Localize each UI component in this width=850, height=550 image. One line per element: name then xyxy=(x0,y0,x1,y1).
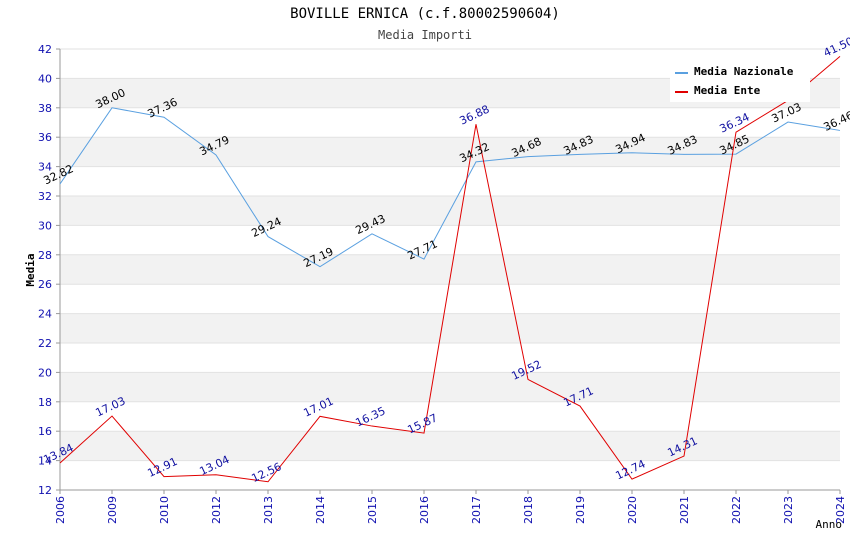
data-label-media-ente: 13.84 xyxy=(41,441,75,466)
data-label-media-ente: 41.50 xyxy=(821,35,850,60)
legend-box xyxy=(670,60,810,102)
y-tick-label: 38 xyxy=(38,102,52,115)
x-tick-label: 2015 xyxy=(366,496,379,524)
series-lines xyxy=(59,55,841,483)
y-tick-label: 32 xyxy=(38,190,52,203)
x-axis-label: Anno xyxy=(816,518,843,531)
y-tick-labels: 12 14 16 18 20 22 24 26 28 30 32 34 36 38 40 42 xyxy=(38,43,52,497)
x-tick-label: 2009 xyxy=(106,496,119,524)
y-tick-label: 18 xyxy=(38,396,52,409)
x-tick-label: 2022 xyxy=(730,496,743,524)
data-label-media-ente: 12.74 xyxy=(613,457,647,482)
y-tick-label: 36 xyxy=(38,131,52,144)
y-tick-label: 26 xyxy=(38,278,52,291)
y-tick-label: 40 xyxy=(38,72,52,85)
y-tick-label: 20 xyxy=(38,366,52,379)
y-tick-label: 12 xyxy=(38,484,52,497)
series-line-media-ente xyxy=(59,55,841,483)
x-tick-label: 2014 xyxy=(314,496,327,524)
x-tick-label: 2016 xyxy=(418,496,431,524)
x-tick-label: 2010 xyxy=(158,496,171,524)
y-axis-label: Media xyxy=(24,253,37,286)
legend-label-media-nazionale: Media Nazionale xyxy=(694,65,794,78)
x-tick-label: 2019 xyxy=(574,496,587,524)
grid-band xyxy=(60,137,840,167)
y-tick-label: 34 xyxy=(38,161,52,174)
x-tick-label: 2017 xyxy=(470,496,483,524)
y-tick-label: 42 xyxy=(38,43,52,56)
series-line-media-nazionale xyxy=(59,107,841,268)
x-tick-label: 2006 xyxy=(54,496,67,524)
x-tick-label: 2024 xyxy=(834,496,847,524)
x-tick-labels: 2006 2009 2010 2012 2013 2014 2015 2016 2017 2018… xyxy=(54,490,847,524)
y-tick-label: 22 xyxy=(38,337,52,350)
y-tick-label: 24 xyxy=(38,308,52,321)
x-tick-label: 2018 xyxy=(522,496,535,524)
x-tick-label: 2012 xyxy=(210,496,223,524)
y-tick-label: 28 xyxy=(38,249,52,262)
grid-band xyxy=(60,372,840,402)
chart-subtitle: Media Importi xyxy=(378,28,472,42)
y-tick-label: 14 xyxy=(38,455,52,468)
x-tick-label: 2021 xyxy=(678,496,691,524)
grid-band xyxy=(60,313,840,343)
y-tick-label: 16 xyxy=(38,425,52,438)
y-tick-label: 30 xyxy=(38,219,52,232)
chart-title: BOVILLE ERNICA (c.f.80002590604) xyxy=(290,6,560,22)
x-tick-label: 2023 xyxy=(782,496,795,524)
legend-label-media-ente: Media Ente xyxy=(694,84,761,97)
grid-band xyxy=(60,431,840,461)
x-tick-label: 2013 xyxy=(262,496,275,524)
grid-bands xyxy=(60,78,840,461)
data-label-media-ente: 36.34 xyxy=(717,110,751,135)
x-tick-label: 2020 xyxy=(626,496,639,524)
legend: Media Nazionale Media Ente xyxy=(670,60,810,102)
